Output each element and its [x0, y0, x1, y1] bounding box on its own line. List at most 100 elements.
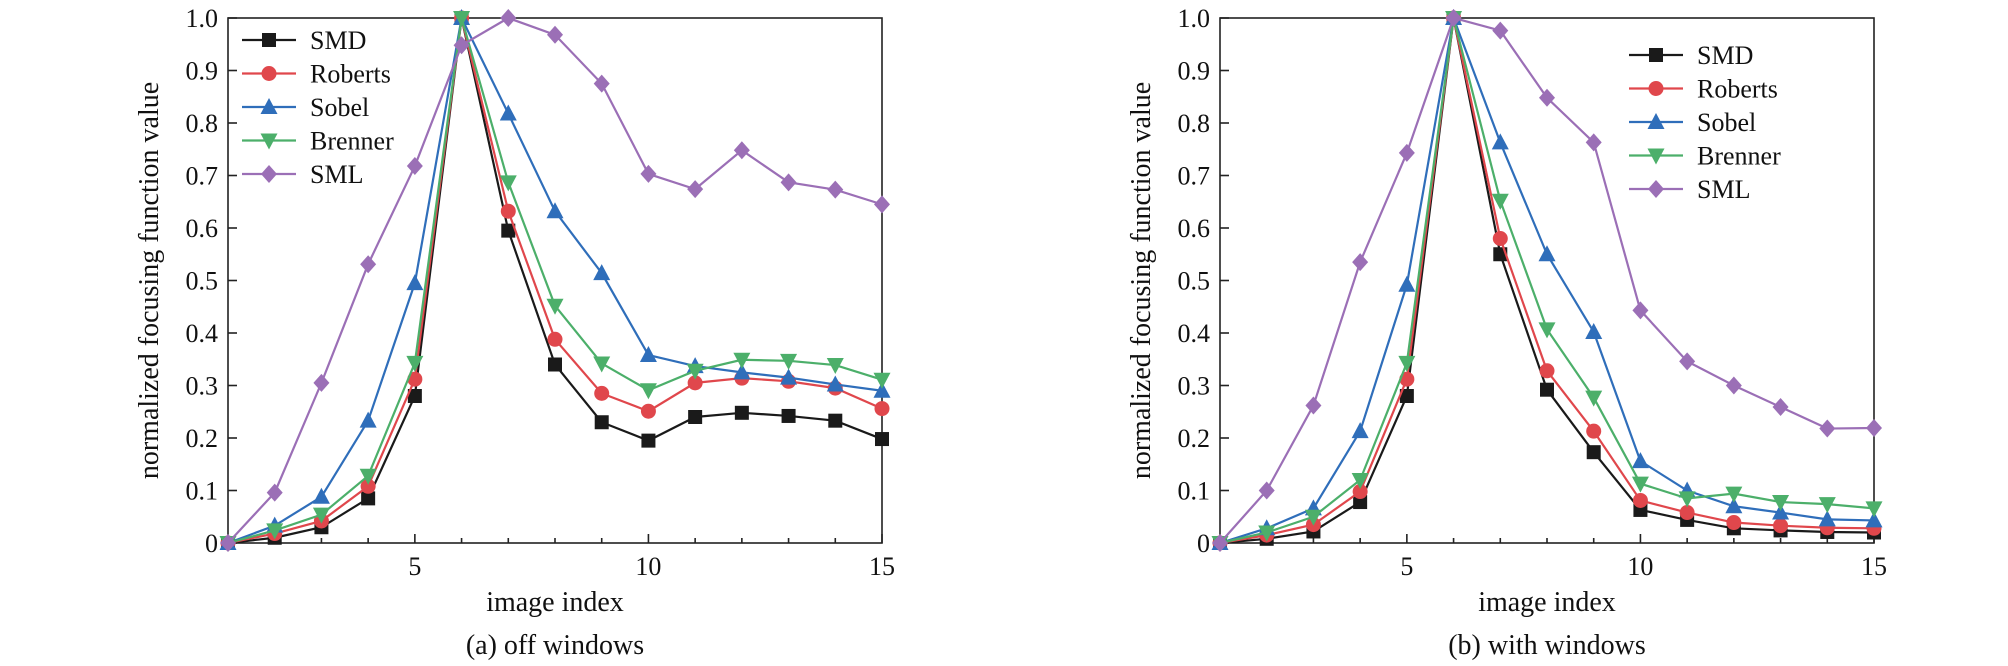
y-tick-label: 0.4: [1178, 319, 1211, 348]
data-point: [1398, 355, 1416, 372]
data-point: [780, 173, 797, 192]
data-point: [547, 25, 563, 44]
y-tick-label: 0.1: [1178, 477, 1211, 506]
y-tick-label: 0.3: [186, 372, 219, 401]
legend-marker: [1648, 180, 1664, 198]
data-point: [1773, 518, 1789, 534]
legend-label: Brenner: [310, 127, 394, 156]
data-point: [873, 372, 891, 389]
data-point: [1679, 352, 1696, 371]
data-point: [594, 415, 609, 430]
data-point: [640, 403, 656, 419]
data-point: [1398, 275, 1416, 292]
legend-marker: [1648, 81, 1664, 96]
series-brenner: [219, 11, 891, 552]
y-tick-label: 0.5: [1178, 267, 1211, 296]
data-point: [1586, 445, 1601, 460]
data-point: [828, 413, 843, 428]
data-point: [1631, 476, 1649, 493]
data-point: [1632, 301, 1649, 320]
data-point: [1725, 497, 1743, 514]
x-axis-label: image index: [486, 587, 624, 618]
data-point: [687, 375, 703, 391]
data-point: [453, 11, 471, 27]
data-point: [1539, 363, 1555, 379]
data-point: [1726, 515, 1742, 531]
data-point: [1258, 481, 1275, 500]
data-point: [360, 478, 376, 494]
x-tick-label: 5: [408, 552, 421, 581]
legend-item: SMD: [1629, 41, 1753, 70]
data-point: [1865, 501, 1883, 518]
data-point: [1585, 322, 1603, 339]
data-point: [1258, 525, 1276, 542]
data-point: [1540, 382, 1554, 397]
legend-item: SML: [242, 160, 363, 189]
data-point: [1586, 423, 1602, 439]
legend-label: SMD: [310, 26, 366, 55]
legend-label: Roberts: [1697, 75, 1778, 104]
data-point: [500, 9, 517, 27]
data-point: [313, 373, 330, 392]
legend: SMD Roberts Sobel Brenner SML: [1629, 41, 1781, 204]
data-point: [500, 203, 516, 219]
data-point: [1631, 452, 1649, 469]
data-point: [1491, 193, 1509, 210]
data-point: [266, 483, 283, 502]
data-point: [639, 346, 657, 363]
data-point: [1492, 231, 1508, 246]
y-tick-label: 0: [205, 529, 218, 558]
legend-item: SMD: [242, 26, 366, 55]
data-point: [1212, 534, 1228, 552]
legend-item: SML: [1629, 175, 1750, 204]
series-roberts: [220, 10, 890, 551]
data-point: [873, 381, 891, 398]
legend-label: Brenner: [1697, 142, 1781, 171]
data-point: [1866, 419, 1882, 438]
data-point: [688, 410, 703, 424]
legend-marker: [260, 98, 278, 114]
legend-label: Sobel: [310, 93, 369, 122]
data-point: [546, 202, 564, 219]
data-point: [1351, 473, 1369, 489]
chart-panel-a: 0 0.1 0.2 0.3 0.4 0.5 0.6 0.7 0.8 0.9 1.0 5 10 15 imag…: [134, 4, 895, 661]
data-point: [360, 255, 377, 274]
data-point: [1678, 491, 1696, 508]
data-point: [406, 157, 423, 176]
data-point: [1818, 510, 1836, 527]
data-point: [641, 433, 656, 448]
data-point: [547, 331, 563, 347]
data-point: [780, 368, 798, 385]
data-point: [733, 141, 750, 160]
y-tick-label: 0: [1197, 529, 1210, 558]
data-point: [406, 355, 424, 372]
y-tick-label: 0.4: [186, 319, 219, 348]
data-point: [1352, 484, 1368, 500]
data-point: [874, 401, 890, 417]
legend-item: Brenner: [242, 127, 394, 156]
legend-marker: [1649, 48, 1663, 62]
y-tick-label: 0.8: [186, 109, 219, 138]
data-point: [1865, 511, 1883, 528]
data-point: [406, 274, 424, 291]
series-sobel: [219, 9, 891, 550]
legend-item: Brenner: [1629, 142, 1781, 171]
legend-marker: [1647, 113, 1665, 129]
data-point: [407, 371, 423, 387]
data-point: [1492, 21, 1509, 40]
data-point: [1585, 390, 1603, 407]
data-point: [501, 223, 516, 238]
legend-item: Sobel: [1629, 108, 1756, 137]
data-point: [1632, 492, 1648, 508]
chart-panel-b: 0 0.1 0.2 0.3 0.4 0.5 0.6 0.7 0.8 0.9 1.0 5 10 15 imag…: [1126, 4, 1887, 661]
legend-label: SML: [310, 160, 363, 189]
legend-marker: [261, 66, 277, 81]
data-point: [1819, 419, 1836, 438]
data-point: [266, 523, 284, 540]
data-point: [1353, 495, 1368, 510]
y-tick-label: 0.1: [186, 477, 219, 506]
legend-marker: [260, 133, 278, 150]
data-point: [453, 36, 470, 55]
